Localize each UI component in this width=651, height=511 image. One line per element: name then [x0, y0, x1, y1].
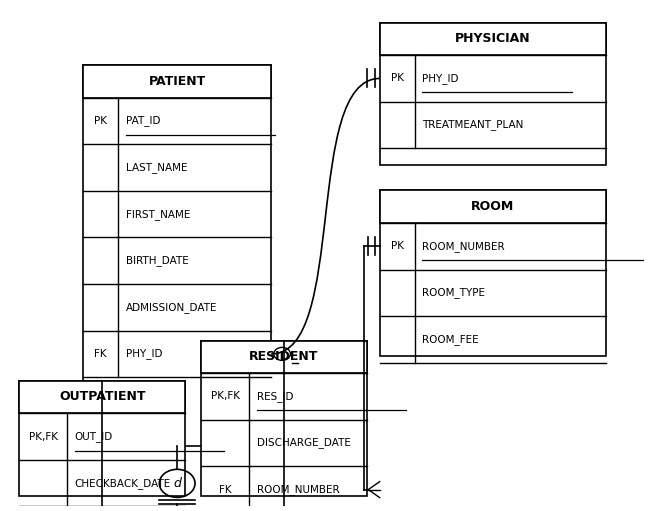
Text: PAT_ID: PAT_ID	[126, 115, 160, 127]
Bar	[83, 65, 271, 446]
Bar	[201, 341, 367, 496]
Text: DISCHARGE_DATE: DISCHARGE_DATE	[256, 437, 350, 449]
Text: FK: FK	[94, 349, 107, 359]
Text: FK: FK	[219, 484, 231, 495]
Text: ROOM_TYPE: ROOM_TYPE	[422, 287, 486, 298]
Text: PHYSICIAN: PHYSICIAN	[455, 32, 531, 45]
Text: CHECKBACK_DATE: CHECKBACK_DATE	[75, 478, 171, 489]
Text: PK,FK: PK,FK	[29, 431, 58, 442]
Text: PK: PK	[94, 116, 107, 126]
Bar	[201, 341, 367, 373]
Text: d: d	[173, 477, 181, 490]
Text: ROOM: ROOM	[471, 200, 514, 213]
Text: ROOM_NUMBER: ROOM_NUMBER	[256, 484, 339, 495]
Text: OUT_ID: OUT_ID	[75, 431, 113, 442]
Text: ADMISSION_DATE: ADMISSION_DATE	[126, 302, 217, 313]
Bar	[380, 191, 606, 223]
Text: PK: PK	[391, 241, 404, 251]
Text: ROOM_NUMBER: ROOM_NUMBER	[422, 241, 505, 252]
Bar	[380, 22, 606, 55]
Text: BIRTH_DATE: BIRTH_DATE	[126, 256, 189, 266]
Text: LAST_NAME: LAST_NAME	[126, 162, 187, 173]
Text: ROOM_FEE: ROOM_FEE	[422, 334, 479, 345]
Bar	[83, 65, 271, 98]
Bar	[20, 381, 185, 413]
Text: RESIDENT: RESIDENT	[249, 351, 319, 363]
Text: PATIENT: PATIENT	[148, 75, 206, 88]
Text: FIRST_NAME: FIRST_NAME	[126, 208, 190, 220]
Text: PK,FK: PK,FK	[210, 391, 240, 402]
Text: PK: PK	[391, 74, 404, 83]
Text: OUTPATIENT: OUTPATIENT	[59, 390, 145, 404]
Text: TREATMEANT_PLAN: TREATMEANT_PLAN	[422, 120, 524, 130]
Text: RES_ID: RES_ID	[256, 391, 293, 402]
Bar	[380, 22, 606, 166]
Text: PHY_ID: PHY_ID	[422, 73, 459, 84]
Text: PHY_ID: PHY_ID	[126, 349, 162, 359]
Bar	[20, 381, 185, 496]
Bar	[380, 191, 606, 356]
